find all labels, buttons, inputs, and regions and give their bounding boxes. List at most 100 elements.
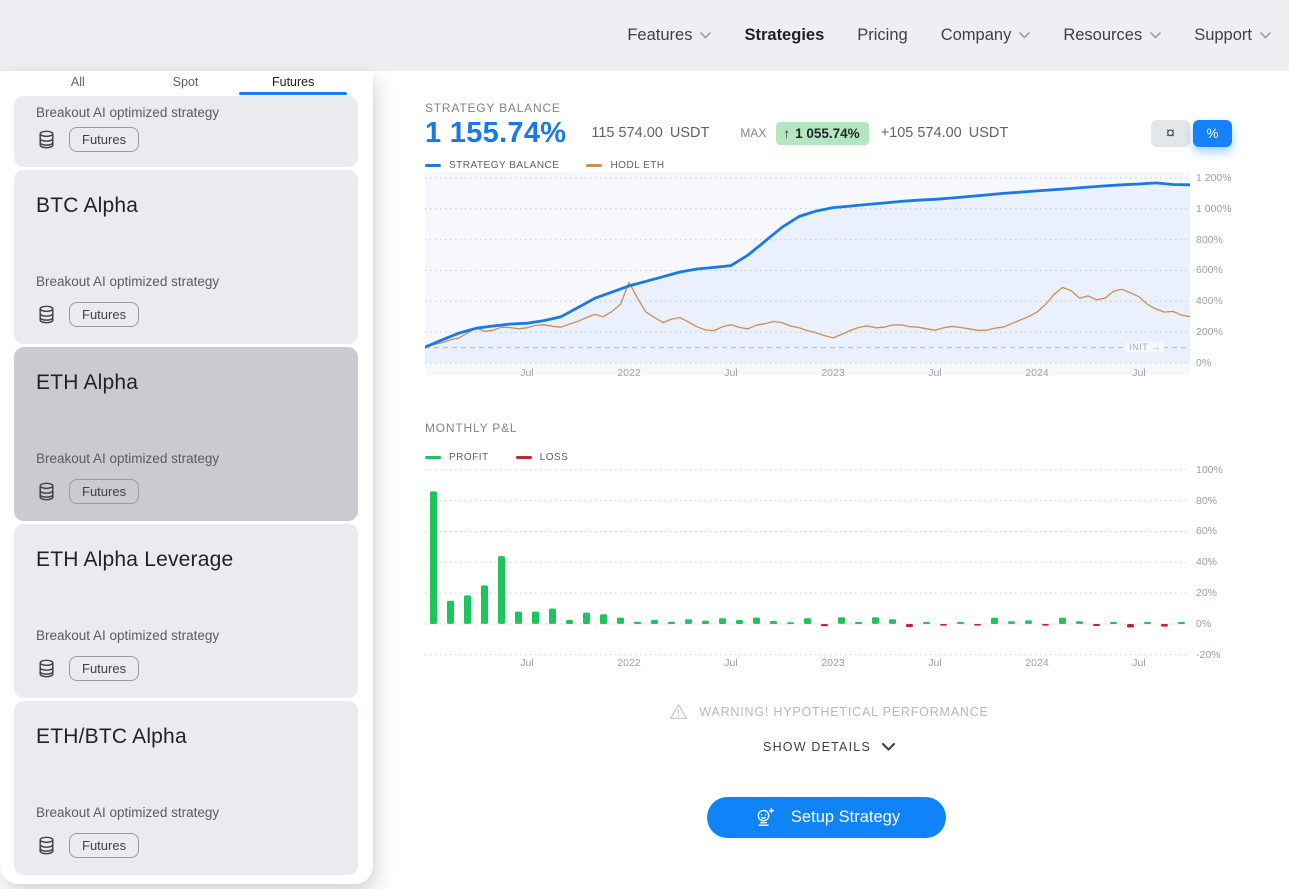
warning-triangle-icon: [670, 703, 688, 720]
legend-dash-green: [425, 456, 441, 459]
y-axis-label: 600%: [1196, 264, 1223, 277]
legend-item-hodl-eth[interactable]: HODL ETH: [586, 160, 664, 171]
x-axis-label: 2024: [1025, 367, 1049, 379]
nav-label: Company: [940, 26, 1012, 44]
x-axis-label: 2024: [1025, 657, 1049, 669]
strategy-balance-section-label: STRATEGY BALANCE: [425, 101, 561, 115]
futures-badge: Futures: [69, 479, 140, 504]
card-meta-row: Futures: [36, 127, 336, 152]
futures-badge: Futures: [69, 127, 140, 152]
legend-item-loss[interactable]: LOSS: [515, 452, 569, 463]
y-axis-label: 0%: [1196, 356, 1212, 369]
futures-badge: Futures: [69, 302, 140, 327]
chevron-down-icon: [1019, 32, 1031, 39]
show-details-button[interactable]: SHOW DETAILS: [425, 740, 1233, 754]
legend-dash-red: [515, 456, 532, 459]
strategy-card-eth-btc-alpha[interactable]: ETH/BTC Alpha Breakout AI optimized stra…: [14, 701, 358, 875]
card-subtitle: Breakout AI optimized strategy: [36, 451, 220, 466]
active-tab-underline: [239, 92, 348, 95]
monthly-pnl-chart[interactable]: 100% 80% 60% 40% 20% 0% -20% Jul 2022 Jul 2023 Jul 2…: [425, 463, 1260, 677]
legend-item-profit[interactable]: PROFIT: [425, 452, 489, 463]
balance-summary-row: 1 155.74% 115 574.00 USDT MAX ↑ 1 055.74%…: [425, 114, 1008, 152]
tab-all[interactable]: All: [24, 71, 132, 94]
y-axis-label: 400%: [1196, 295, 1223, 308]
setup-strategy-label: Setup Strategy: [790, 808, 901, 826]
y-axis-label: 20%: [1196, 587, 1218, 600]
futures-badge: Futures: [69, 833, 140, 858]
legend-item-strategy-balance[interactable]: STRATEGY BALANCE: [425, 160, 559, 171]
strategy-card-eth-alpha[interactable]: ETH Alpha Breakout AI optimized strategy…: [14, 347, 358, 521]
max-amount: +105 574.00 USDT: [881, 125, 1009, 141]
card-meta-row: Futures: [36, 833, 140, 858]
card-subtitle: Breakout AI optimized strategy: [36, 805, 220, 820]
top-nav: Features Strategies Pricing Company Reso…: [0, 0, 1289, 71]
y-axis-label: 100%: [1196, 463, 1223, 476]
setup-strategy-button[interactable]: Setup Strategy: [707, 797, 946, 838]
max-amount-currency: USDT: [968, 125, 1009, 141]
x-axis-label: Jul: [724, 367, 738, 379]
strategy-balance-chart[interactable]: 1 200% 1 000% 800% 600% 400% 200% 0% Jul 2022 Jul…: [425, 170, 1260, 384]
nav-item-pricing[interactable]: Pricing: [857, 26, 907, 45]
percent-toggle-button[interactable]: %: [1193, 120, 1232, 147]
legend-label: LOSS: [539, 452, 569, 463]
legend-label: PROFIT: [449, 452, 489, 463]
show-details-label: SHOW DETAILS: [763, 740, 871, 754]
x-axis-label: 2022: [617, 367, 641, 379]
card-meta-row: Futures: [36, 656, 140, 681]
strategy-card-partial[interactable]: Breakout AI optimized strategy Futures: [14, 96, 358, 167]
card-title: BTC Alpha: [36, 194, 139, 217]
y-axis-label: 1 000%: [1196, 202, 1232, 215]
x-axis-label: Jul: [1132, 367, 1146, 379]
warning-text: WARNING! HYPOTHETICAL PERFORMANCE: [699, 704, 989, 719]
max-label: MAX: [740, 126, 767, 140]
nav-label: Pricing: [857, 26, 908, 44]
legend-label: HODL ETH: [610, 160, 665, 171]
y-axis-label: 0%: [1196, 617, 1212, 630]
tab-futures[interactable]: Futures: [239, 71, 348, 95]
tab-spot[interactable]: Spot: [132, 71, 240, 94]
nav-item-resources[interactable]: Resources: [1063, 26, 1162, 45]
balance-chart-legend: STRATEGY BALANCE HODL ETH: [425, 160, 665, 171]
x-axis-label: Jul: [520, 367, 534, 379]
nav-item-company[interactable]: Company: [941, 26, 1031, 45]
nav-label: Resources: [1063, 26, 1143, 44]
currency-toggle-button[interactable]: ¤: [1151, 120, 1190, 147]
x-axis-label: Jul: [520, 657, 534, 669]
balance-percent-value: 1 155.74%: [425, 116, 567, 149]
unit-toggle: ¤ %: [1151, 120, 1232, 147]
bot-icon: [757, 807, 774, 826]
database-icon: [39, 305, 54, 324]
balance-chart-svg: [425, 172, 1190, 375]
nav-label: Features: [627, 26, 693, 44]
chevron-down-icon: [1150, 32, 1162, 39]
x-axis-label: 2022: [617, 657, 641, 669]
x-axis-label: Jul: [1132, 657, 1146, 669]
strategy-card-eth-alpha-leverage[interactable]: ETH Alpha Leverage Breakout AI optimized…: [14, 524, 358, 698]
card-subtitle: Breakout AI optimized strategy: [36, 628, 220, 643]
monthly-pnl-svg: [425, 469, 1190, 656]
balance-amount: 115 574.00 USDT: [591, 125, 709, 141]
chevron-down-icon: [881, 743, 895, 751]
card-meta-row: Futures: [36, 302, 140, 327]
y-axis-label: 60%: [1196, 525, 1218, 538]
nav-item-features[interactable]: Features: [627, 26, 712, 45]
strategy-filter-tabs: All Spot Futures: [24, 71, 348, 95]
percent-icon: %: [1206, 126, 1219, 141]
y-axis-label: 40%: [1196, 556, 1218, 569]
x-axis-label: Jul: [928, 657, 942, 669]
database-icon: [39, 836, 54, 855]
card-meta-row: Futures: [36, 479, 140, 504]
y-axis-label: 200%: [1196, 326, 1223, 339]
legend-dash-blue: [425, 164, 441, 167]
strategy-card-btc-alpha[interactable]: BTC Alpha Breakout AI optimized strategy…: [14, 170, 358, 344]
y-axis-label: 1 200%: [1196, 172, 1232, 184]
tab-label: Spot: [172, 75, 199, 89]
nav-label: Strategies: [744, 26, 825, 44]
strategy-card-list: Breakout AI optimized strategy Futures B…: [14, 96, 358, 876]
chevron-down-icon: [1260, 32, 1271, 39]
database-icon: [39, 659, 54, 678]
nav-item-support[interactable]: Support: [1194, 26, 1271, 45]
nav-item-strategies[interactable]: Strategies: [744, 26, 824, 45]
card-title: ETH/BTC Alpha: [36, 725, 187, 748]
